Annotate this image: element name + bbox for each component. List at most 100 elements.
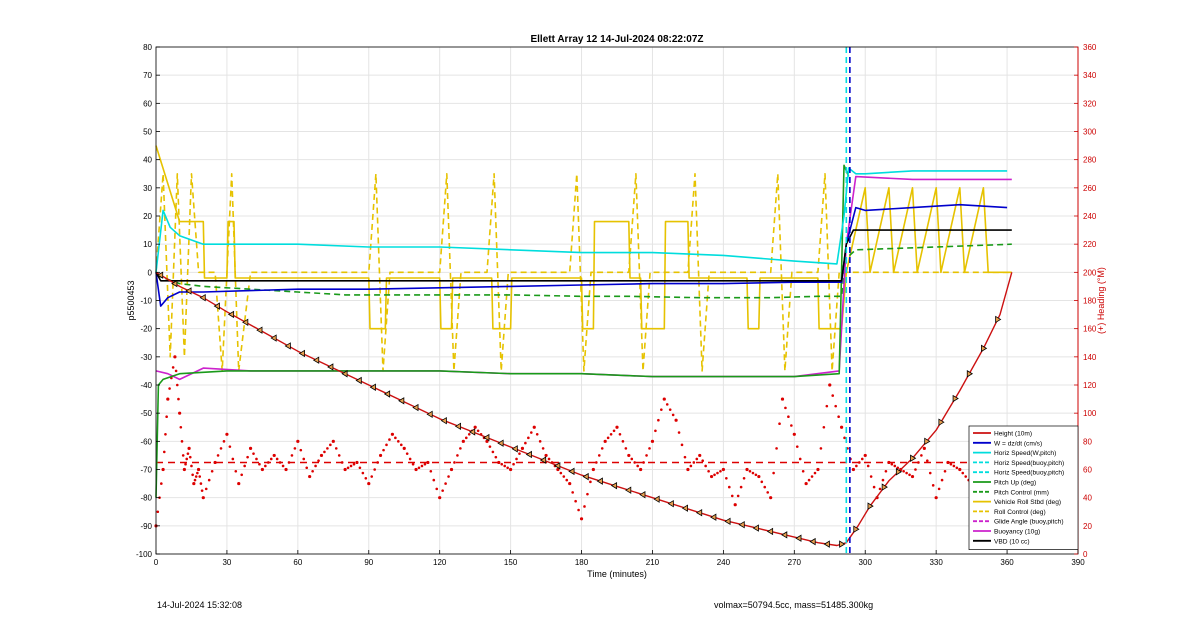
heading-point <box>574 499 577 503</box>
heading-point <box>340 461 344 464</box>
heading-point <box>323 450 326 454</box>
heading-point <box>825 404 829 408</box>
heading-point <box>597 454 601 457</box>
heading-point <box>296 439 300 443</box>
heading-point <box>287 461 291 464</box>
heading-point <box>373 468 376 471</box>
heading-point <box>887 460 891 465</box>
heading-point <box>804 481 808 486</box>
height-marker <box>752 524 759 532</box>
heading-point <box>671 413 675 417</box>
heading-point <box>429 469 433 473</box>
heading-point <box>704 464 707 468</box>
heading-point <box>447 475 450 478</box>
height-marker <box>738 521 745 529</box>
heading-point <box>922 446 926 450</box>
heading-point <box>650 439 655 443</box>
x-tick-label: 210 <box>646 558 660 567</box>
heading-point <box>837 415 840 418</box>
heading-point <box>917 461 920 464</box>
heading-point <box>411 462 415 466</box>
heading-point <box>556 467 560 472</box>
height-marker <box>156 271 164 279</box>
y-tick-label: -50 <box>140 409 152 418</box>
heading-point <box>435 487 439 491</box>
heading-point <box>399 443 403 447</box>
y-tick-label: 50 <box>143 128 152 137</box>
heading-point <box>346 466 350 470</box>
heading-point <box>763 485 767 489</box>
y-tick-label: -100 <box>136 550 153 559</box>
heading-point <box>349 464 353 468</box>
x-tick-label: 240 <box>717 558 731 567</box>
height-marker <box>426 410 433 418</box>
heading-point <box>503 464 507 468</box>
y2-tick-label: 160 <box>1083 325 1097 334</box>
heading-point <box>778 422 781 426</box>
heading-point <box>695 457 699 461</box>
heading-point <box>491 450 495 454</box>
heading-point <box>689 464 693 468</box>
heading-point <box>269 457 273 461</box>
height-marker <box>483 433 490 442</box>
heading-point <box>595 461 598 464</box>
heading-point <box>308 474 312 479</box>
heading-point <box>952 464 956 468</box>
height-marker <box>724 517 731 526</box>
series-line-horiz-speed-w-pitch <box>155 167 1008 273</box>
heading-point <box>432 478 436 482</box>
heading-point <box>751 471 755 475</box>
height-marker <box>781 531 788 539</box>
heading-point <box>358 466 362 470</box>
heading-point <box>920 454 923 457</box>
heading-point <box>196 471 199 475</box>
heading-point <box>745 467 749 472</box>
legend: Height (10m) W = dz/dt (cm/s) Horiz Speed(… <box>968 425 1079 550</box>
heading-point <box>278 461 282 464</box>
heading-point <box>657 418 660 422</box>
heading-point <box>642 461 645 464</box>
heading-point <box>701 459 704 462</box>
legend-entry: Horiz Speed(W,pitch) <box>994 450 1056 457</box>
heading-point <box>207 478 211 482</box>
heading-point <box>866 464 870 468</box>
chart-title: Ellett Array 12 14-Jul-2024 08:22:07Z <box>530 34 703 45</box>
heading-point <box>394 436 397 440</box>
heading-point <box>414 467 418 472</box>
y-tick-label: 40 <box>143 156 152 165</box>
heading-point <box>260 467 264 472</box>
heading-point <box>648 447 651 450</box>
heading-point <box>420 464 424 468</box>
heading-point <box>178 411 182 415</box>
heading-point <box>831 394 835 397</box>
height-marker <box>966 370 974 378</box>
heading-point <box>559 471 563 475</box>
heading-point <box>834 404 837 408</box>
y-tick-label: -70 <box>140 466 152 475</box>
heading-point <box>272 453 276 458</box>
heading-point <box>816 467 820 472</box>
heading-point <box>606 436 610 440</box>
heading-point <box>334 447 338 450</box>
heading-point <box>213 460 217 465</box>
heading-point <box>231 457 235 461</box>
heading-point <box>453 461 456 464</box>
heading-point <box>161 467 165 472</box>
heading-point <box>828 383 832 387</box>
legend-entry: Height (10m) <box>994 431 1032 438</box>
heading-point <box>860 457 864 461</box>
y-tick-label: 20 <box>143 212 152 221</box>
y-tick-label: -30 <box>140 353 152 362</box>
heading-point <box>337 454 341 457</box>
x-axis-label: Time (minutes) <box>587 569 647 579</box>
heading-point <box>532 425 536 429</box>
heading-point <box>851 467 856 472</box>
heading-point <box>662 397 666 401</box>
heading-point <box>352 462 356 466</box>
heading-point <box>660 408 663 411</box>
heading-point <box>795 445 799 448</box>
heading-point <box>497 460 501 465</box>
heading-point <box>179 425 183 429</box>
y-tick-label: -80 <box>140 494 152 503</box>
heading-point <box>299 448 303 452</box>
